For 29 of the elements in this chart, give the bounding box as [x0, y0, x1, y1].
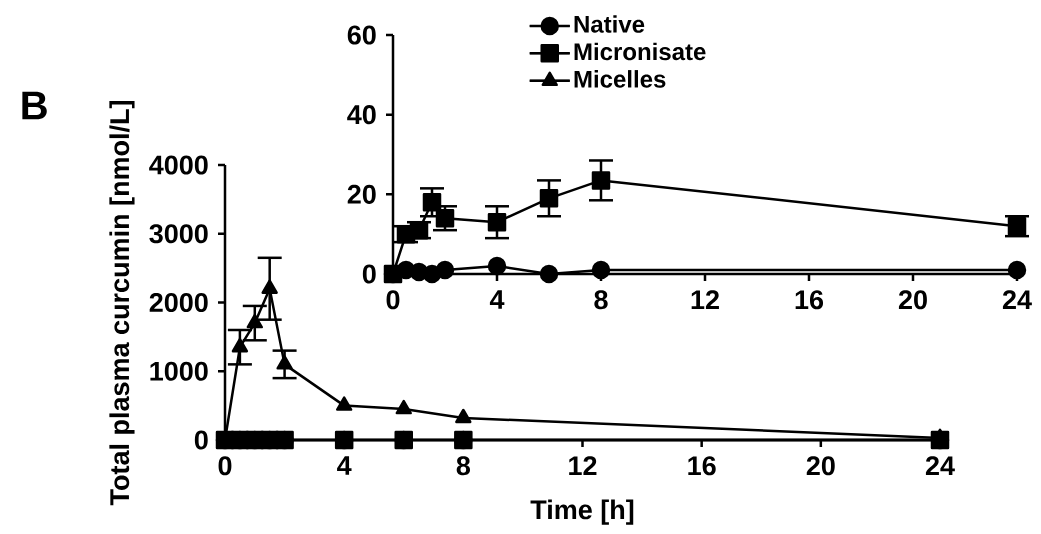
x-tick-label: 24	[925, 456, 955, 476]
y-tick-label: 0	[362, 264, 376, 284]
y-axis-title: Total plasma curcumin [nmol/L]	[109, 101, 135, 506]
x-axis-title: Time [h]	[530, 499, 634, 525]
x-tick-label: 12	[691, 290, 719, 310]
y-tick-label: 2000	[149, 293, 208, 313]
x-tick-label: 4	[337, 456, 352, 475]
y-tick-label: 60	[347, 25, 376, 45]
y-tick-label: 20	[347, 184, 376, 205]
x-tick-label: 20	[806, 456, 835, 476]
y-tick-label: 0	[194, 430, 208, 450]
x-tick-label: 20	[898, 290, 927, 310]
x-tick-label: 8	[594, 290, 608, 310]
y-tick-label: 4000	[149, 155, 208, 175]
y-tick-label: 40	[347, 105, 376, 125]
legend-label: Micelles	[574, 70, 666, 88]
x-tick-label: 16	[688, 456, 716, 476]
x-tick-label: 24	[1002, 290, 1032, 310]
legend-label: Micronisate	[574, 42, 706, 61]
y-tick-label: 3000	[149, 224, 208, 244]
x-tick-label: 4	[489, 290, 505, 309]
x-tick-label: 0	[386, 290, 400, 310]
y-tick-label: 1000	[150, 361, 208, 381]
x-tick-label: 0	[218, 456, 232, 476]
x-tick-label: 16	[795, 290, 824, 310]
x-tick-label: 12	[569, 456, 597, 476]
text: B	[22, 91, 47, 120]
x-tick-label: 8	[456, 456, 471, 476]
legend-label: Native	[574, 15, 645, 33]
